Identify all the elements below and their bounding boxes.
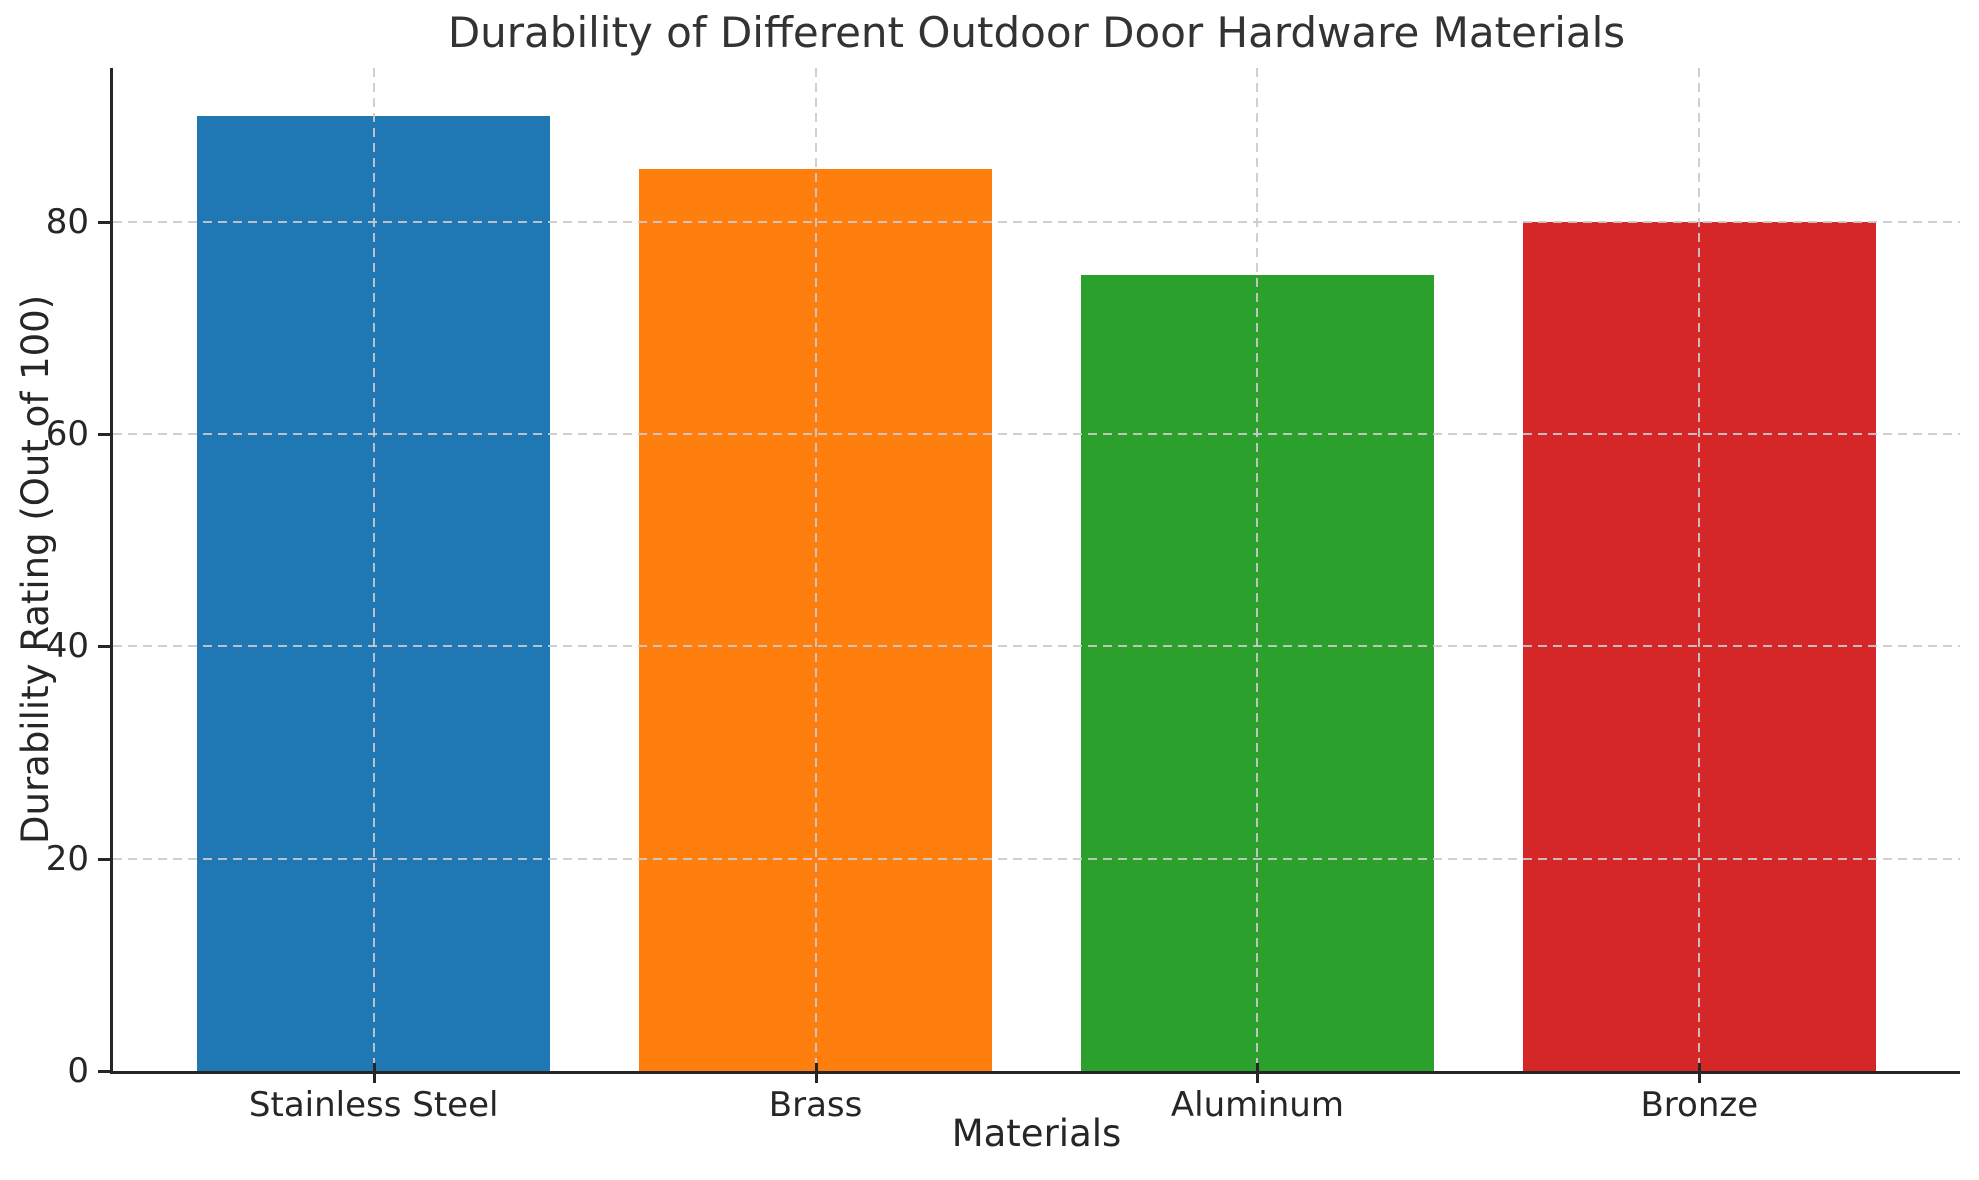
gridline-x-brass xyxy=(814,68,817,1071)
x-tick-label-aluminum: Aluminum xyxy=(1170,1085,1344,1125)
x-axis-label: Materials xyxy=(951,1112,1122,1155)
y-axis-spine xyxy=(110,68,113,1071)
y-tick-mark-40 xyxy=(98,645,110,649)
x-tick-label-bronze: Bronze xyxy=(1640,1085,1759,1125)
x-tick-mark-stainless-steel xyxy=(372,1063,376,1083)
y-tick-label-60: 60 xyxy=(45,414,89,455)
gridline-x-aluminum xyxy=(1256,68,1259,1071)
x-tick-mark-aluminum xyxy=(1256,1063,1260,1083)
y-tick-label-80: 80 xyxy=(45,201,89,242)
y-tick-label-0: 0 xyxy=(67,1051,89,1091)
gridline-x-stainless-steel xyxy=(372,68,375,1071)
y-tick-mark-0 xyxy=(98,1070,110,1073)
y-tick-label-20: 20 xyxy=(45,838,89,879)
gridline-x-bronze xyxy=(1698,68,1701,1071)
x-tick-mark-brass xyxy=(814,1063,818,1083)
plot-area: 0 20 40 60 80 Stainless Steel Brass Aluminum Br… xyxy=(46,68,1960,1125)
chart-title: Durability of Different Outdoor Door Har… xyxy=(447,8,1626,57)
y-tick-mark-80 xyxy=(98,220,110,224)
x-tick-mark-bronze xyxy=(1698,1063,1702,1083)
gridline-y-40 xyxy=(113,645,1960,648)
y-tick-mark-60 xyxy=(98,433,110,437)
x-axis-spine xyxy=(110,1071,1960,1074)
x-tick-label-brass: Brass xyxy=(768,1085,863,1125)
y-tick-mark-20 xyxy=(98,857,110,861)
y-tick-label-40: 40 xyxy=(45,626,89,667)
gridline-y-20 xyxy=(113,857,1960,860)
gridline-y-60 xyxy=(113,433,1960,436)
x-tick-label-stainless-steel: Stainless Steel xyxy=(248,1085,499,1125)
gridline-y-80 xyxy=(113,220,1960,223)
